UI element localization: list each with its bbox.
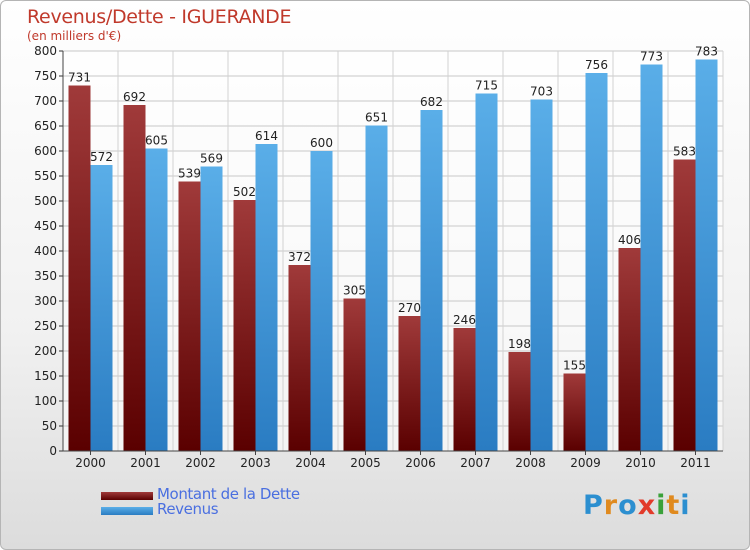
bar-revenus: [200, 166, 223, 451]
legend-label-debt: Montant de la Dette: [157, 485, 300, 503]
bar-revenus: [530, 99, 553, 451]
bar-dette: [123, 105, 146, 451]
data-label-dette: 246: [453, 313, 476, 327]
x-tick-label: 2008: [515, 456, 546, 470]
data-label-dette: 731: [68, 71, 91, 85]
bar-dette: [508, 352, 531, 451]
y-tick-label: 650: [34, 119, 57, 133]
grid-lines: [62, 50, 724, 452]
bar-revenus: [365, 125, 388, 451]
data-label-revenus: 756: [585, 58, 608, 72]
bar-dette: [398, 316, 421, 451]
x-tick-label: 2000: [75, 456, 106, 470]
data-label-revenus: 682: [420, 95, 443, 109]
y-tick-label: 400: [34, 244, 57, 258]
logo-letter: t: [666, 490, 681, 521]
bar-dette: [178, 181, 201, 451]
x-tick-label: 2011: [680, 456, 711, 470]
data-label-dette: 502: [233, 185, 256, 199]
y-axis: 0 50 100 150 200 250 300 350 400 450 500 550 600 650 7…: [34, 44, 64, 458]
bars: [68, 59, 718, 451]
bar-revenus: [420, 110, 443, 451]
bar-revenus: [255, 144, 278, 451]
data-label-revenus: 600: [310, 136, 333, 150]
x-tick-label: 2006: [405, 456, 436, 470]
logo-letter: i: [680, 490, 691, 521]
data-label-dette: 198: [508, 337, 531, 351]
logo-letter: x: [637, 490, 657, 521]
data-label-dette: 539: [178, 167, 201, 181]
y-tick-label: 100: [34, 394, 57, 408]
data-label-revenus: 651: [365, 111, 388, 125]
x-tick-label: 2009: [570, 456, 601, 470]
data-label-dette: 406: [618, 233, 641, 247]
bar-dette: [673, 159, 696, 451]
logo-letter: o: [618, 490, 638, 521]
x-tick-label: 2007: [460, 456, 491, 470]
data-label-dette: 155: [563, 359, 586, 373]
bar-dette: [233, 200, 256, 451]
y-tick-label: 0: [49, 444, 57, 458]
x-tick-label: 2010: [625, 456, 656, 470]
bar-dette: [453, 328, 476, 451]
logo-letter: i: [656, 490, 667, 521]
chart-subtitle: (en milliers d'€): [27, 29, 122, 43]
logo-letter: P: [583, 490, 604, 521]
x-tick-label: 2004: [295, 456, 326, 470]
x-tick-label: 2001: [130, 456, 161, 470]
y-tick-label: 500: [34, 194, 57, 208]
logo-letter: r: [603, 490, 619, 521]
y-tick-label: 200: [34, 344, 57, 358]
y-tick-label: 350: [34, 269, 57, 283]
x-tick-label: 2002: [185, 456, 216, 470]
data-label-revenus: 614: [255, 129, 278, 143]
legend-swatch-revenus: [101, 507, 153, 515]
bar-dette: [68, 85, 91, 451]
data-label-revenus: 715: [475, 79, 498, 93]
bar-dette: [618, 248, 641, 451]
y-tick-label: 700: [34, 94, 57, 108]
data-label-dette: 372: [288, 250, 311, 264]
data-label-revenus: 569: [200, 152, 223, 166]
y-tick-label: 250: [34, 319, 57, 333]
bar-dette: [343, 298, 366, 451]
data-label-revenus: 783: [695, 45, 718, 59]
data-label-revenus: 572: [90, 150, 113, 164]
bar-revenus: [310, 151, 333, 451]
bar-revenus: [90, 165, 113, 451]
data-label-revenus: 773: [640, 50, 663, 64]
data-label-dette: 270: [398, 301, 421, 315]
y-tick-label: 550: [34, 169, 57, 183]
y-tick-label: 800: [34, 44, 57, 58]
y-tick-label: 300: [34, 294, 57, 308]
y-tick-label: 600: [34, 144, 57, 158]
data-label-dette: 305: [343, 284, 366, 298]
data-label-revenus: 703: [530, 85, 553, 99]
bar-revenus: [640, 64, 663, 451]
bar-revenus: [585, 73, 608, 451]
legend-swatch-debt: [101, 492, 153, 500]
proxiti-logo: Proxiti: [583, 490, 691, 521]
bar-revenus: [475, 93, 498, 451]
data-label-dette: 692: [123, 90, 146, 104]
data-label-dette: 583: [673, 145, 696, 159]
chart-title: Revenus/Dette - IGUERANDE: [27, 6, 292, 28]
x-tick-label: 2005: [350, 456, 381, 470]
data-label-revenus: 605: [145, 134, 168, 148]
x-tick-label: 2003: [240, 456, 271, 470]
y-tick-label: 50: [42, 419, 57, 433]
legend-label-revenus: Revenus: [157, 500, 219, 518]
x-axis: 2000 2001 2002 2003 2004 2005 2006 2007 2008 2009…: [63, 450, 723, 470]
bar-revenus: [695, 59, 718, 451]
bar-dette: [563, 373, 586, 451]
bar-dette: [288, 265, 311, 451]
y-tick-label: 150: [34, 369, 57, 383]
bar-revenus: [145, 148, 168, 451]
y-tick-label: 450: [34, 219, 57, 233]
y-tick-label: 750: [34, 69, 57, 83]
